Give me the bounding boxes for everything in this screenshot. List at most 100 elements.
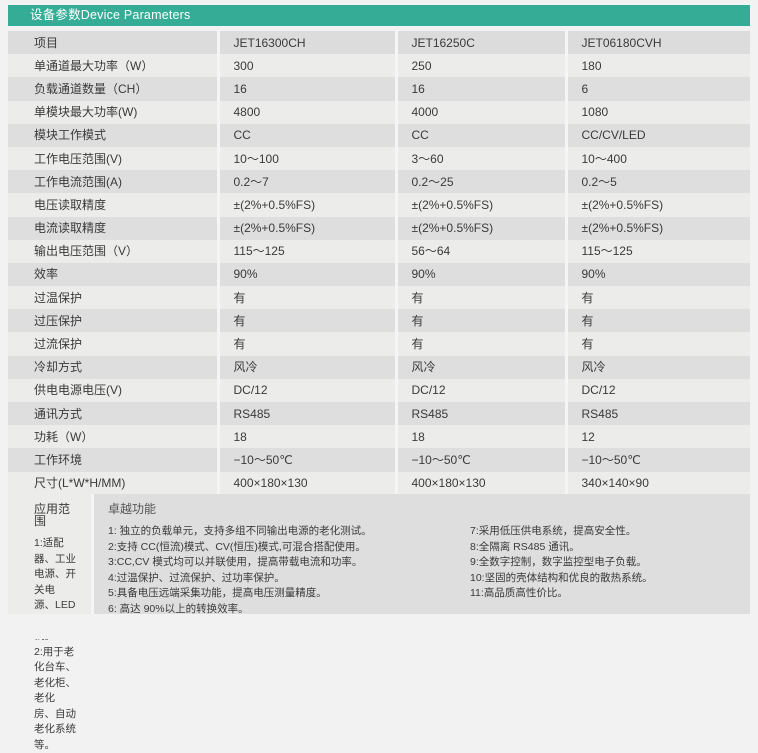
row-label: 输出电压范围（V） — [8, 240, 218, 263]
row-value: 12 — [566, 425, 750, 448]
row-value: 0.2～5 — [566, 170, 750, 193]
row-label: 尺寸(L*W*H/MM) — [8, 472, 218, 495]
feature-line: 3:CC,CV 模式均可以并联使用，提高带载电流和功率。 — [108, 555, 458, 571]
row-value: 10～100 — [218, 147, 396, 170]
table-row: 过流保护有有有 — [8, 332, 750, 355]
row-value: 风冷 — [566, 356, 750, 379]
row-label: 过温保护 — [8, 286, 218, 309]
row-value: 有 — [566, 332, 750, 355]
row-label: 功耗（W） — [8, 425, 218, 448]
row-value: 250 — [396, 54, 566, 77]
row-label: 效率 — [8, 263, 218, 286]
row-value: RS485 — [566, 402, 750, 425]
row-value: ±(2%+0.5%FS) — [396, 193, 566, 216]
row-value: 18 — [396, 425, 566, 448]
row-label: 过压保护 — [8, 309, 218, 332]
table-header-model-1: JET16300CH — [218, 31, 396, 54]
feature-line: 5:具备电压远端采集功能，提高电压测量精度。 — [108, 586, 458, 602]
row-value: 6 — [566, 77, 750, 100]
row-label: 工作电流范围(A) — [8, 170, 218, 193]
row-value: ±(2%+0.5%FS) — [396, 217, 566, 240]
row-value: 16 — [218, 77, 396, 100]
row-label: 电压读取精度 — [8, 193, 218, 216]
row-value: 18 — [218, 425, 396, 448]
row-value: 有 — [396, 332, 566, 355]
feature-line: 2:支持 CC(恒流)模式、CV(恒压)模式,可混合搭配使用。 — [108, 540, 458, 556]
row-value: 0.2～25 — [396, 170, 566, 193]
row-value: 400×180×130 — [396, 472, 566, 495]
table-row: 过压保护有有有 — [8, 309, 750, 332]
row-value: 56～64 — [396, 240, 566, 263]
row-value: −10～50℃ — [218, 448, 396, 471]
row-value: 16 — [396, 77, 566, 100]
feature-line: 10:坚固的壳体结构和优良的散热系统。 — [470, 571, 750, 587]
row-value: 0.2～7 — [218, 170, 396, 193]
row-value: RS485 — [218, 402, 396, 425]
application-body: 1:适配器、工业电源、开关电源、LED等老化测试。2:用于老化台车、老化柜、老化… — [34, 536, 77, 753]
table-row: 电压读取精度±(2%+0.5%FS)±(2%+0.5%FS)±(2%+0.5%F… — [8, 193, 750, 216]
row-value: DC/12 — [218, 379, 396, 402]
table-row: 电流读取精度±(2%+0.5%FS)±(2%+0.5%FS)±(2%+0.5%F… — [8, 217, 750, 240]
row-value: RS485 — [396, 402, 566, 425]
application-line: 房、自动老化系统等。 — [34, 707, 77, 753]
row-value: 风冷 — [218, 356, 396, 379]
row-label: 冷却方式 — [8, 356, 218, 379]
section-header-title: 设备参数Device Parameters — [30, 9, 191, 22]
row-value: 115～125 — [218, 240, 396, 263]
row-value: 有 — [566, 309, 750, 332]
row-value: 180 — [566, 54, 750, 77]
row-value: 4800 — [218, 101, 396, 124]
row-value: 90% — [396, 263, 566, 286]
table-header-model-2: JET16250C — [396, 31, 566, 54]
row-value: −10～50℃ — [566, 448, 750, 471]
info-area: 应用范围 1:适配器、工业电源、开关电源、LED等老化测试。2:用于老化台车、老… — [8, 494, 750, 614]
row-value: 有 — [218, 332, 396, 355]
row-label: 过流保护 — [8, 332, 218, 355]
row-value: 4000 — [396, 101, 566, 124]
row-value: 有 — [218, 286, 396, 309]
row-value: 90% — [566, 263, 750, 286]
row-value: 90% — [218, 263, 396, 286]
row-label: 工作电压范围(V) — [8, 147, 218, 170]
section-header: 设备参数Device Parameters — [8, 5, 750, 26]
feature-line: 7:采用低压供电系统，提高安全性。 — [470, 524, 750, 540]
row-label: 单模块最大功率(W) — [8, 101, 218, 124]
row-value: DC/12 — [396, 379, 566, 402]
application-heading: 应用范围 — [34, 503, 77, 527]
row-value: 有 — [396, 309, 566, 332]
row-value: 1080 — [566, 101, 750, 124]
row-value: 400×180×130 — [218, 472, 396, 495]
application-panel: 应用范围 1:适配器、工业电源、开关电源、LED等老化测试。2:用于老化台车、老… — [8, 494, 91, 614]
application-line: 1:适配器、工业电源、开关电 — [34, 536, 77, 598]
feature-line: 4:过温保护、过流保护、过功率保护。 — [108, 571, 458, 587]
footer-band — [8, 614, 750, 622]
row-value: CC/CV/LED — [566, 124, 750, 147]
table-row: 冷却方式风冷风冷风冷 — [8, 356, 750, 379]
row-value: CC — [396, 124, 566, 147]
row-label: 工作环境 — [8, 448, 218, 471]
row-value: 340×140×90 — [566, 472, 750, 495]
table-header-model-3: JET06180CVH — [566, 31, 750, 54]
table-row: 过温保护有有有 — [8, 286, 750, 309]
table-row: 工作环境−10～50℃−10～50℃−10～50℃ — [8, 448, 750, 471]
feature-line: 8:全隔离 RS485 通讯。 — [470, 540, 750, 556]
row-label: 通讯方式 — [8, 402, 218, 425]
feature-line: 9:全数字控制，数字监控型电子负载。 — [470, 555, 750, 571]
features-list-b: 7:采用低压供电系统，提高安全性。8:全隔离 RS485 通讯。9:全数字控制，… — [470, 524, 750, 602]
feature-line: 1: 独立的负载单元，支持多组不同输出电源的老化测试。 — [108, 524, 458, 540]
features-heading-spacer — [470, 503, 750, 515]
row-value: 10～400 — [566, 147, 750, 170]
features-list-a: 1: 独立的负载单元，支持多组不同输出电源的老化测试。2:支持 CC(恒流)模式… — [108, 524, 458, 617]
